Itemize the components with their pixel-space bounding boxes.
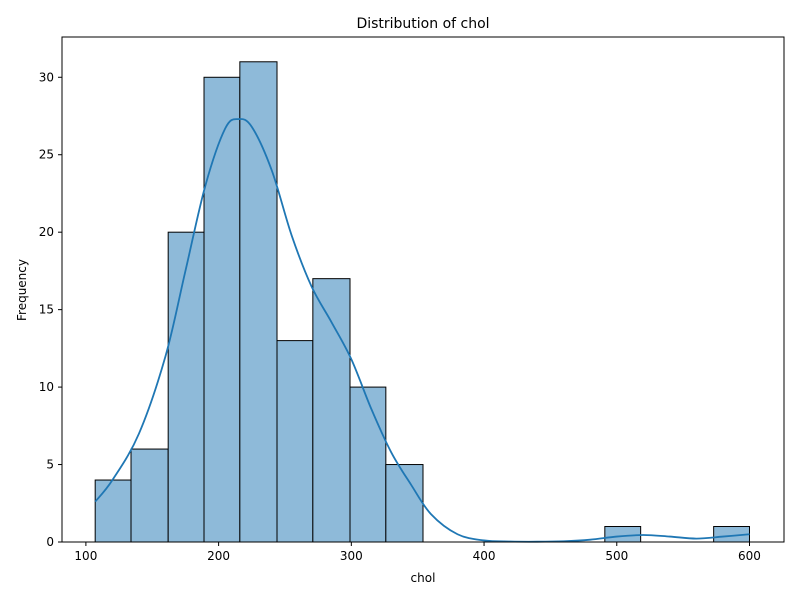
- y-axis-ticks: 0 5 10 15 20 25 30: [39, 70, 62, 549]
- histogram-bar-8: [385, 464, 424, 543]
- y-tick-label-15: 15: [39, 303, 54, 317]
- x-tick-label-300: 300: [340, 549, 363, 563]
- y-tick-label-10: 10: [39, 380, 54, 394]
- histogram-bar-2: [167, 231, 205, 543]
- chart-title: Distribution of chol: [356, 16, 489, 32]
- histogram-bar-1: [130, 448, 169, 543]
- x-axis-label: chol: [411, 571, 436, 585]
- y-tick-label-20: 20: [39, 225, 54, 239]
- histogram-bar-6: [312, 278, 351, 543]
- plot-frame: [61, 36, 785, 543]
- x-axis-ticks: 100 200 300 400 500 600: [74, 542, 761, 563]
- x-tick-label-400: 400: [473, 549, 496, 563]
- y-tick-label-5: 5: [46, 458, 54, 472]
- histogram-bar-4: [239, 61, 278, 543]
- x-tick-label-500: 500: [605, 549, 628, 563]
- histogram-bar-3: [203, 76, 241, 543]
- y-tick-label-0: 0: [46, 535, 54, 549]
- histogram-bar-14: [604, 526, 642, 543]
- histogram-bar-0: [94, 479, 132, 543]
- x-tick-label-100: 100: [74, 549, 97, 563]
- y-tick-label-30: 30: [39, 70, 54, 84]
- x-tick-label-600: 600: [738, 549, 761, 563]
- x-tick-label-200: 200: [207, 549, 230, 563]
- kde-line: [94, 118, 750, 543]
- y-tick-label-25: 25: [39, 148, 54, 162]
- histogram-bar-7: [349, 386, 387, 543]
- bars-group: [94, 61, 750, 543]
- y-axis-label: Frequency: [15, 259, 29, 321]
- histogram-bar-5: [276, 340, 314, 543]
